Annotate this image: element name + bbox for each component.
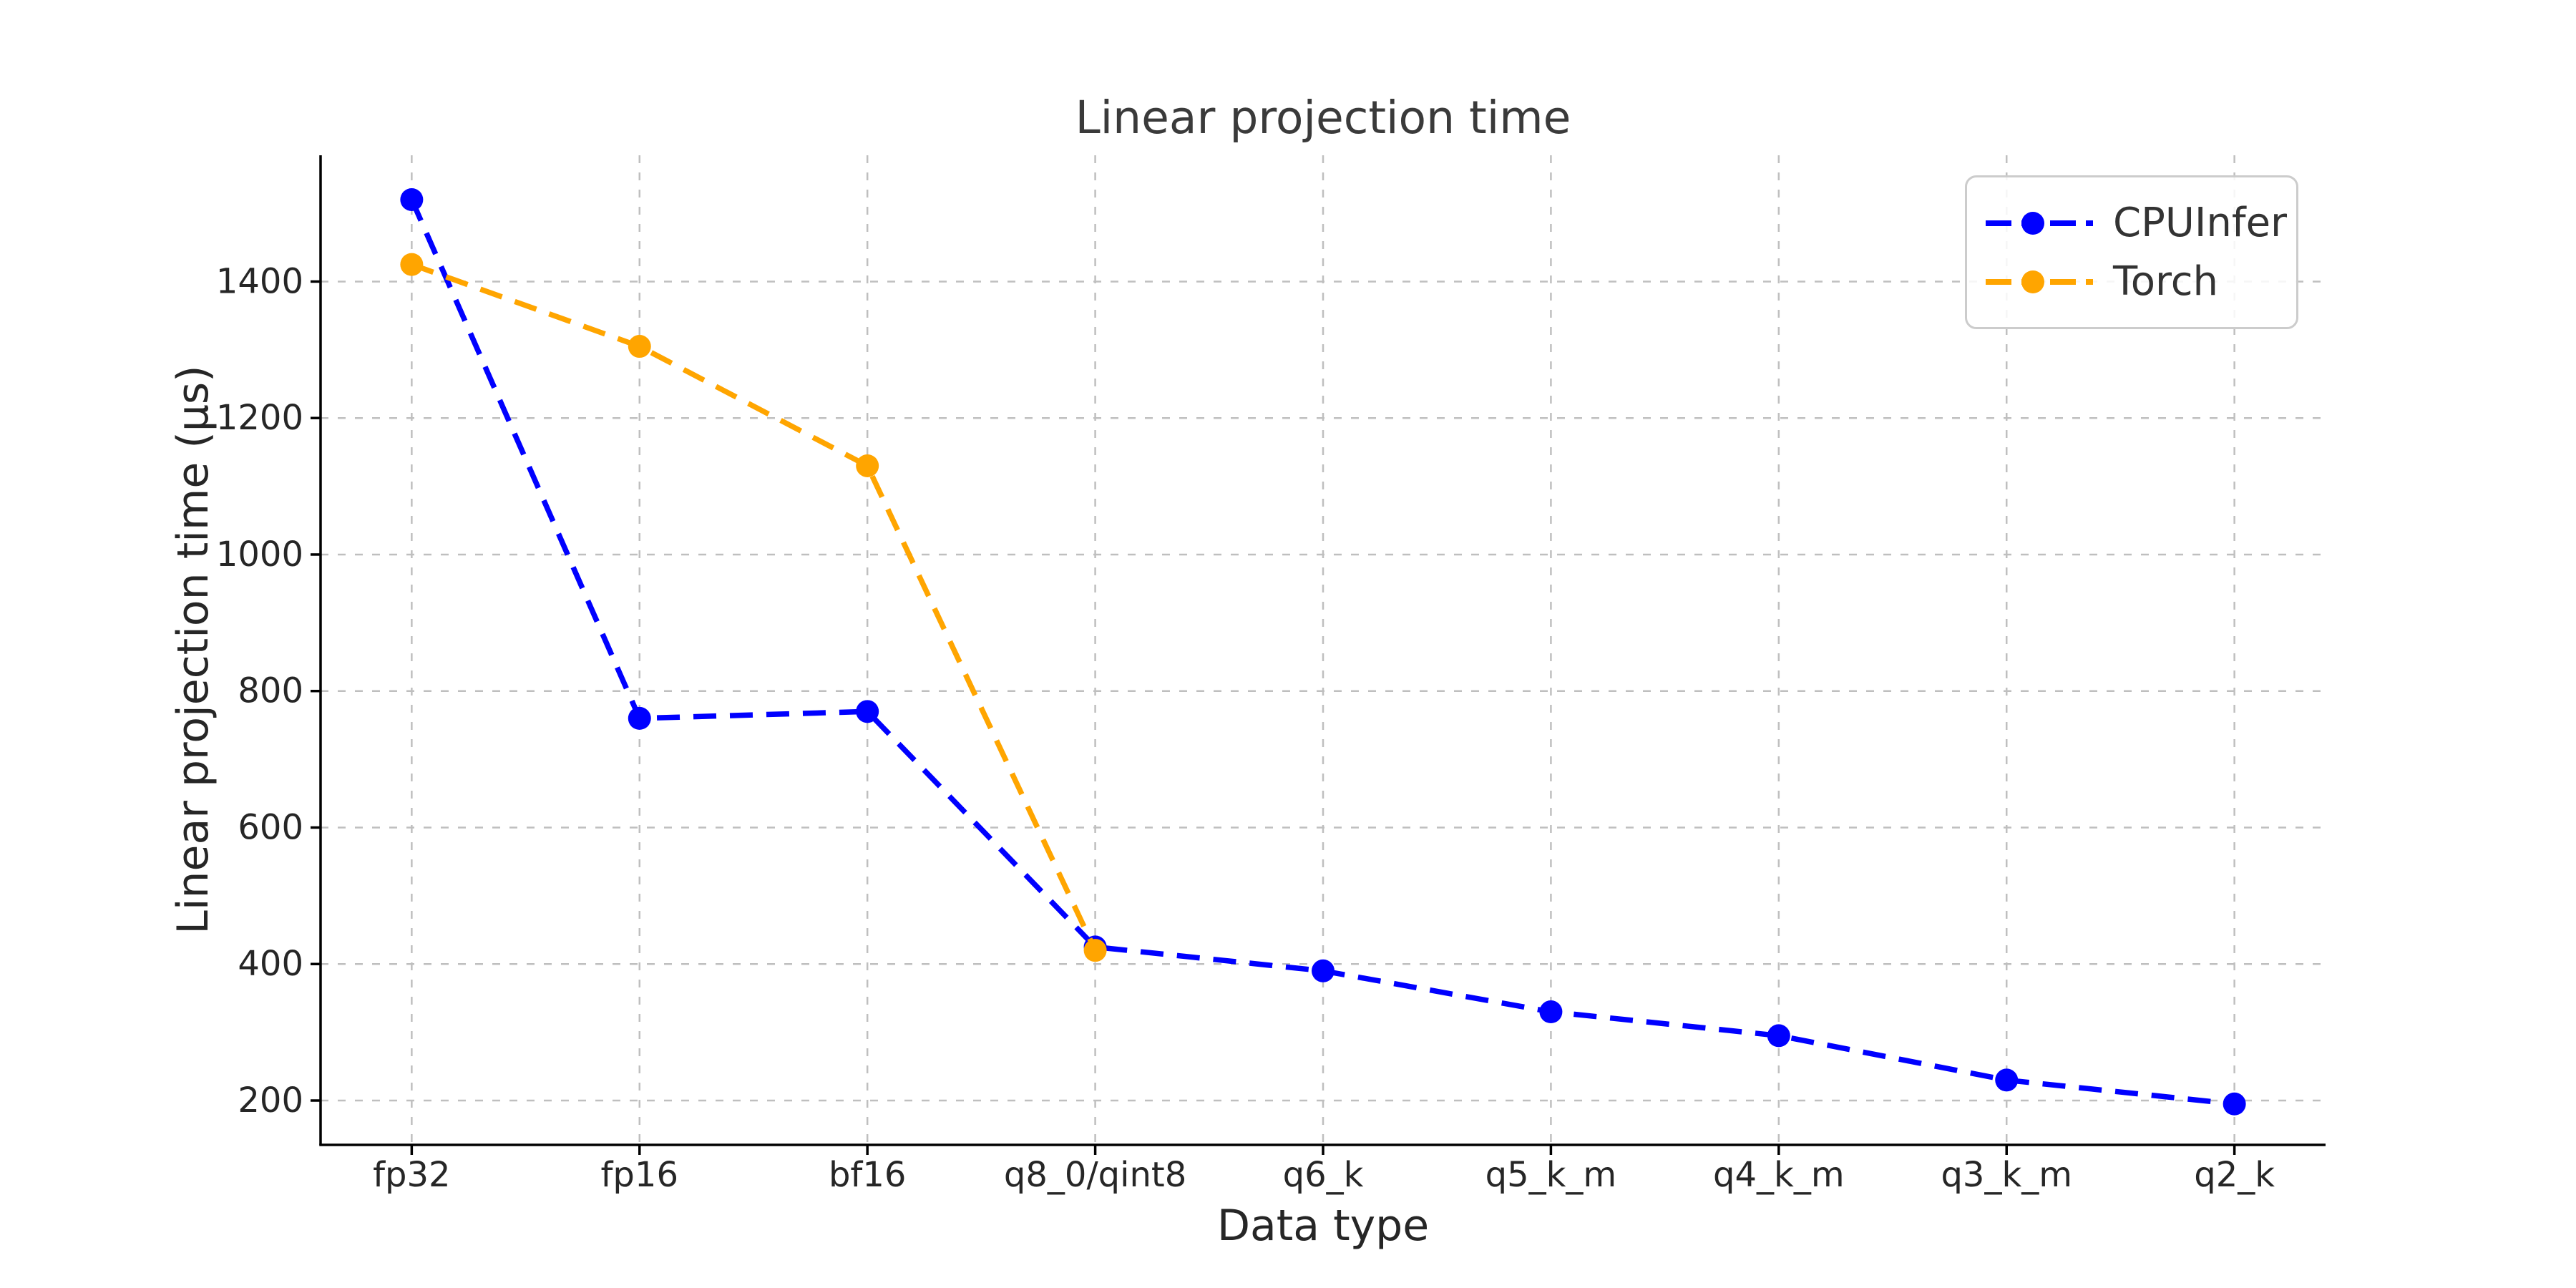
data-point-cpuinfer [856,700,879,723]
y-tick-label-400: 400 [238,944,303,984]
x-tick-label-bf16: bf16 [829,1155,906,1195]
legend-label-torch: Torch [2113,258,2219,305]
x-tick-label-q6_k: q6_k [1283,1155,1364,1195]
data-point-torch [1083,939,1107,962]
data-point-torch [856,454,879,477]
y-tick-label-600: 600 [238,807,303,847]
series-line-torch [411,262,1098,952]
data-point-cpuinfer [1767,1024,1790,1048]
cpuinfer-line-sample-icon [1986,211,2093,235]
legend-item-cpuinfer: CPUInfer [1986,203,2296,243]
chart-title: Linear projection time [1075,92,1571,144]
data-point-cpuinfer [628,706,651,730]
torch-line-sample-icon [1986,270,2093,293]
y-axis-label: Linear projection time (µs) [168,365,218,935]
x-tick-label-fp16: fp16 [601,1155,678,1195]
x-tick-label-q5_k_m: q5_k_m [1485,1155,1617,1195]
data-point-torch [628,335,651,358]
y-tick-label-800: 800 [238,671,303,711]
y-tick-label-200: 200 [238,1080,303,1121]
x-tick-label-q2_k: q2_k [2194,1155,2275,1195]
x-tick-label-q4_k_m: q4_k_m [1713,1155,1845,1195]
data-point-cpuinfer [1539,1000,1563,1024]
x-tick-label-fp32: fp32 [373,1155,450,1195]
data-point-cpuinfer [2223,1092,2246,1116]
legend: CPUInfer Torch [1965,175,2298,329]
x-axis-label: Data type [1216,1201,1430,1251]
y-tick-label-1200: 1200 [216,398,303,438]
data-point-cpuinfer [1995,1068,2019,1092]
x-tick-label-q8_0/qint8: q8_0/qint8 [1004,1155,1186,1195]
data-point-cpuinfer [1312,959,1335,982]
legend-label-cpuinfer: CPUInfer [2113,199,2288,246]
data-point-torch [400,253,424,276]
y-tick-label-1000: 1000 [216,535,303,575]
y-tick-label-1400: 1400 [216,261,303,301]
data-point-cpuinfer [400,187,424,211]
x-tick-label-q3_k_m: q3_k_m [1941,1155,2072,1195]
legend-item-torch: Torch [1986,258,2296,305]
